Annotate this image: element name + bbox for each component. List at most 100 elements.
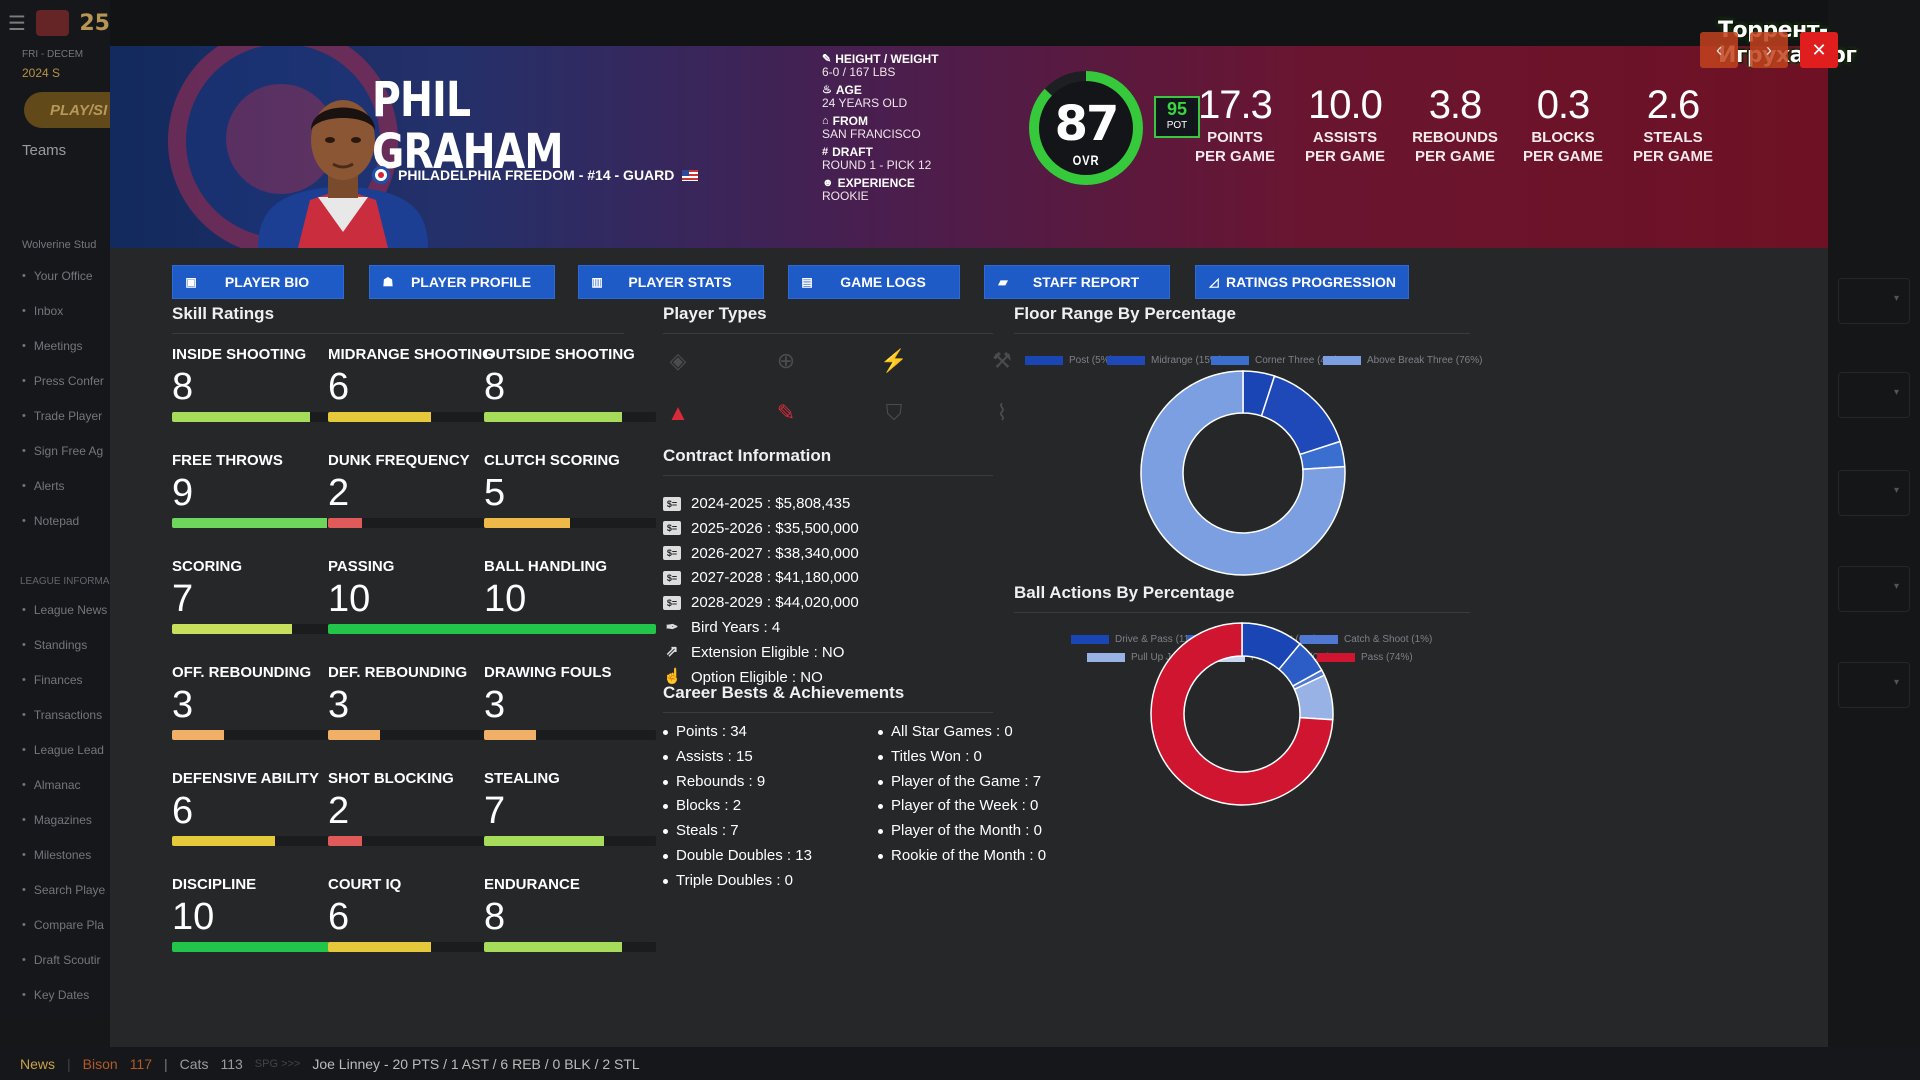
skill-off-rebounding: OFF. REBOUNDING 3 bbox=[172, 664, 344, 740]
game-logo-icon bbox=[35, 10, 70, 36]
bio-item: ☻ EXPERIENCE ROOKIE bbox=[822, 176, 939, 203]
sidebar-icon: • bbox=[22, 603, 26, 616]
dropdown-2[interactable]: ▾ bbox=[1838, 372, 1910, 418]
contract-text: 2025-2026 : $35,500,000 bbox=[691, 520, 859, 537]
sidebar-item[interactable]: • Trade Player bbox=[0, 398, 110, 433]
skill-value: 10 bbox=[172, 896, 215, 938]
dropdown-1[interactable]: ▾ bbox=[1838, 278, 1910, 324]
separator: : bbox=[991, 723, 1005, 740]
sidebar-icon: • bbox=[22, 409, 26, 422]
sidebar-item[interactable]: • Transactions bbox=[0, 697, 110, 732]
legend-item[interactable]: Pass (74%) bbox=[1317, 652, 1413, 663]
career-item: Triple Doubles : 0 bbox=[663, 872, 793, 889]
prev-player-button[interactable]: ‹ bbox=[1700, 32, 1738, 68]
legend-item[interactable]: Catch & Shoot (1%) bbox=[1300, 634, 1432, 645]
contract-label: 2026-2027 bbox=[691, 544, 763, 562]
next-player-button[interactable]: › bbox=[1750, 32, 1788, 68]
team-position-label[interactable]: PHILADELPHIA FREEDOM - #14 - GUARD bbox=[398, 167, 675, 183]
hammer-icon[interactable]: ⚒ bbox=[992, 348, 1012, 373]
news-label[interactable]: News bbox=[20, 1055, 56, 1072]
money-icon: $= bbox=[663, 496, 681, 511]
bio-label: ✎ HEIGHT / WEIGHT bbox=[822, 52, 939, 66]
career-text: Player of the Week : 0 bbox=[891, 797, 1038, 814]
legend-item[interactable]: Midrange (15%) bbox=[1107, 355, 1222, 366]
sidebar-item[interactable]: • Almanac bbox=[0, 767, 110, 802]
separator: : bbox=[762, 519, 776, 537]
sidebar: ☰ 25 FRI - DECEM 2024 S PLAY/SI Teams Wo… bbox=[0, 0, 144, 1060]
slice-midrange[interactable] bbox=[1260, 375, 1341, 456]
sidebar-item[interactable]: • Sign Free Ag bbox=[0, 433, 110, 468]
tab-player-stats[interactable]: ▥ PLAYER STATS bbox=[578, 265, 764, 299]
pencil-icon[interactable]: ✎ bbox=[776, 400, 796, 425]
lightning-icon[interactable]: ⚡ bbox=[880, 348, 908, 373]
sidebar-item-teams[interactable]: Teams bbox=[22, 141, 67, 159]
sidebar-item-label: Milestones bbox=[33, 847, 92, 862]
legend-swatch bbox=[1300, 635, 1338, 644]
career-value: 2 bbox=[732, 797, 742, 815]
career-text: Player of the Game : 7 bbox=[891, 773, 1041, 790]
tab-player-bio[interactable]: ▣ PLAYER BIO bbox=[172, 265, 344, 299]
contract-value: $35,500,000 bbox=[775, 519, 859, 537]
dropdown-4[interactable]: ▾ bbox=[1838, 566, 1910, 612]
sidebar-item[interactable]: • Finances bbox=[0, 662, 110, 697]
skill-scoring: SCORING 7 bbox=[172, 558, 344, 634]
stat-label: ASSISTS bbox=[1312, 129, 1378, 146]
line-chart-icon: ◿ bbox=[1209, 275, 1219, 289]
slice-above-break-three[interactable] bbox=[1140, 370, 1346, 576]
sidebar-item[interactable]: • Press Confer bbox=[0, 363, 110, 398]
separator: : bbox=[762, 495, 776, 512]
crosshair-icon[interactable]: ⊕ bbox=[776, 348, 796, 373]
legend-swatch bbox=[1071, 635, 1109, 644]
legend-item[interactable]: Drive & Pass (11%) bbox=[1071, 634, 1202, 645]
menu-icon[interactable]: ☰ bbox=[8, 11, 26, 35]
news-headline[interactable]: Joe Linney - 20 PTS / 1 AST / 6 REB / 0 … bbox=[312, 1055, 640, 1072]
broom-icon[interactable]: ⌇ bbox=[996, 400, 1008, 425]
career-item: Assists : 15 bbox=[663, 748, 753, 765]
career-text: Blocks : 2 bbox=[676, 797, 741, 814]
sidebar-item[interactable]: • Meetings bbox=[0, 328, 110, 363]
paint-icon[interactable]: ◈ bbox=[669, 348, 687, 373]
skill-bar bbox=[328, 518, 500, 528]
player-portrait bbox=[258, 100, 428, 248]
career-title: Career Bests & Achievements bbox=[663, 683, 905, 702]
legend-label: Drive & Pass (11%) bbox=[1115, 634, 1202, 645]
legend-item[interactable]: Post (5%) bbox=[1025, 355, 1113, 366]
tab-player-profile[interactable]: ☗ PLAYER PROFILE bbox=[369, 265, 555, 299]
sidebar-item[interactable]: • Search Playe bbox=[0, 872, 110, 907]
tab-game-logs[interactable]: ▤ GAME LOGS bbox=[788, 265, 960, 299]
shield-icon[interactable]: ⛉ bbox=[885, 400, 903, 425]
slice-pass[interactable] bbox=[1150, 622, 1334, 806]
us-flag-icon bbox=[682, 169, 699, 181]
sidebar-item[interactable]: • Milestones bbox=[0, 837, 110, 872]
sidebar-item[interactable]: • League Lead bbox=[0, 732, 110, 767]
stat-label: STEALS bbox=[1643, 129, 1703, 146]
sidebar-item[interactable]: • Your Office bbox=[0, 258, 110, 293]
tab-staff-report[interactable]: ▰ STAFF REPORT bbox=[984, 265, 1170, 299]
skill-bar-fill bbox=[172, 836, 276, 846]
sidebar-icon: • bbox=[22, 638, 26, 651]
sidebar-item[interactable]: • Magazines bbox=[0, 802, 110, 837]
stat-value: 10.0 bbox=[1308, 83, 1383, 127]
sidebar-item[interactable]: • Draft Scoutir bbox=[0, 942, 110, 977]
dropdown-3[interactable]: ▾ bbox=[1838, 470, 1910, 516]
tab-ratings-progression[interactable]: ◿ RATINGS PROGRESSION bbox=[1195, 265, 1409, 299]
skill-label: ENDURANCE bbox=[484, 876, 580, 893]
contract-text: 2027-2028 : $41,180,000 bbox=[691, 569, 859, 586]
money-icon: $= bbox=[663, 570, 681, 585]
tab-label: STAFF REPORT bbox=[1032, 274, 1140, 290]
mountain-icon[interactable]: ▲ bbox=[667, 400, 689, 425]
sidebar-item[interactable]: • Notepad bbox=[0, 503, 110, 538]
legend-item[interactable]: Corner Three (4%) bbox=[1211, 355, 1338, 366]
sidebar-item[interactable]: • Standings bbox=[0, 627, 110, 662]
close-button[interactable]: ✕ bbox=[1800, 32, 1838, 68]
legend-item[interactable]: Above Break Three (76%) bbox=[1323, 355, 1482, 366]
sidebar-item[interactable]: • Alerts bbox=[0, 468, 110, 503]
dropdown-5[interactable]: ▾ bbox=[1838, 662, 1910, 708]
app-title: 25 bbox=[79, 10, 110, 36]
sidebar-item[interactable]: • League News bbox=[0, 592, 110, 627]
sidebar-item[interactable]: • Key Dates bbox=[0, 977, 110, 1012]
money-icon: $= bbox=[663, 595, 681, 610]
sidebar-item[interactable]: • Compare Pla bbox=[0, 907, 110, 942]
stat-sublabel: PER GAME bbox=[1632, 148, 1713, 165]
sidebar-item[interactable]: • Inbox bbox=[0, 293, 110, 328]
